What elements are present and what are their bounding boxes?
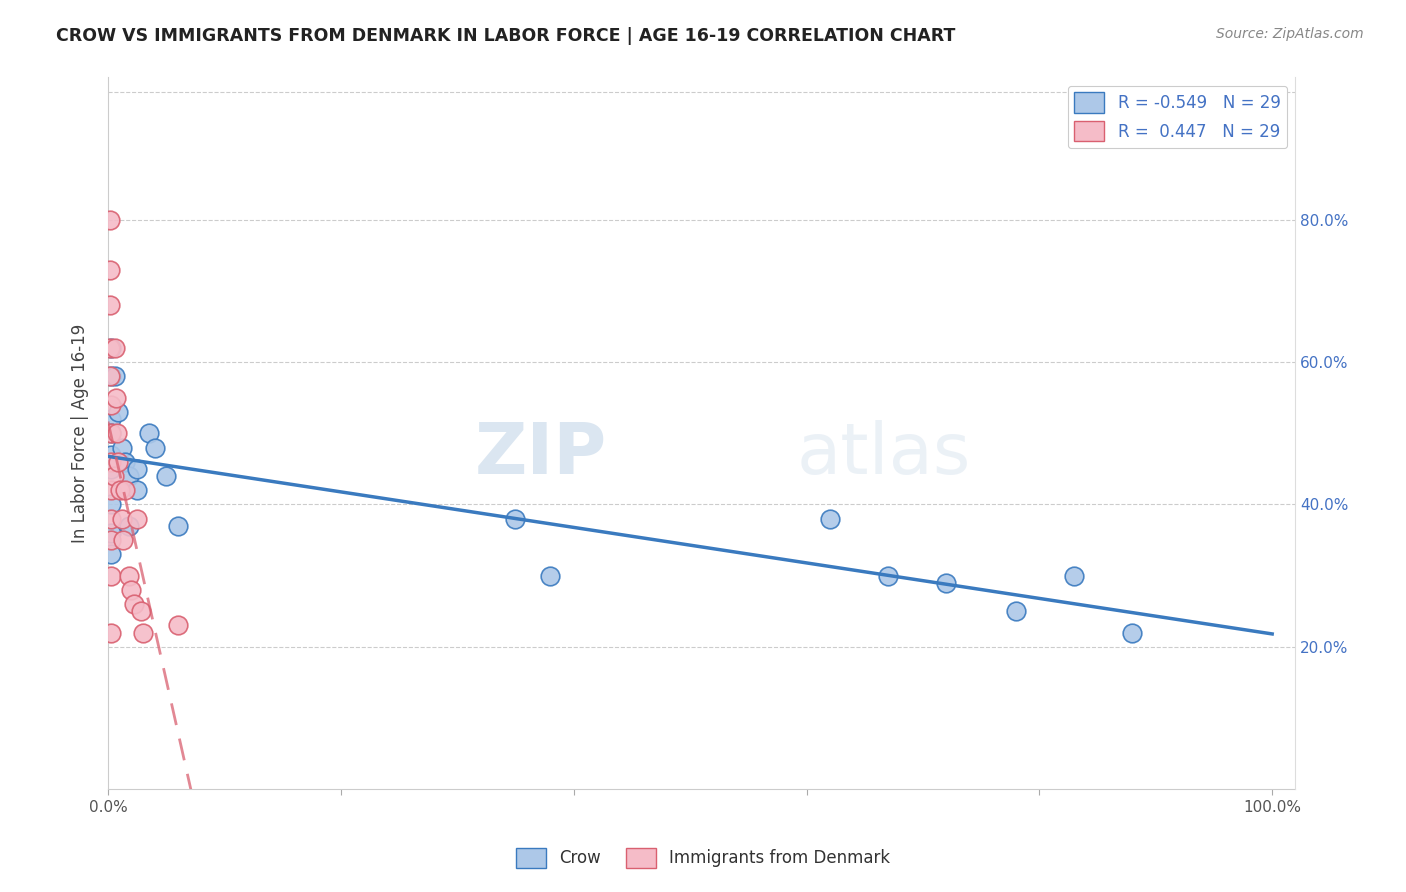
Point (143, 441, 166, 455)
Point (100, 398, 122, 412)
Text: CROW VS IMMIGRANTS FROM DENMARK IN LABOR FORCE | AGE 16-19 CORRELATION CHART: CROW VS IMMIGRANTS FROM DENMARK IN LABOR… (56, 27, 956, 45)
Y-axis label: In Labor Force | Age 16-19: In Labor Force | Age 16-19 (72, 324, 89, 543)
Point (100, 533, 122, 547)
Point (935, 575, 957, 590)
Point (127, 483, 149, 498)
Point (107, 405, 129, 419)
Point (105, 426, 128, 441)
Text: atlas: atlas (797, 420, 972, 489)
Point (1005, 604, 1028, 618)
Point (100, 525, 122, 540)
Text: ZIP: ZIP (474, 420, 607, 489)
Point (100, 511, 122, 525)
Point (100, 455, 122, 469)
Point (118, 469, 141, 483)
Point (100, 462, 122, 476)
Point (877, 568, 900, 582)
Point (100, 412, 122, 426)
Point (100, 625, 122, 640)
Point (100, 547, 122, 561)
Point (118, 518, 141, 533)
Point (104, 369, 127, 384)
Point (114, 455, 136, 469)
Point (105, 391, 128, 405)
Point (120, 582, 142, 597)
Point (100, 483, 122, 498)
Point (132, 625, 155, 640)
Point (111, 511, 134, 525)
Point (166, 518, 188, 533)
Point (98, 369, 121, 384)
Point (107, 455, 129, 469)
Point (100, 498, 122, 512)
Point (104, 341, 127, 355)
Legend: R = -0.549   N = 29, R =  0.447   N = 29: R = -0.549 N = 29, R = 0.447 N = 29 (1067, 86, 1286, 148)
Point (98, 212, 121, 227)
Point (538, 568, 561, 582)
Point (100, 448, 122, 462)
Point (98, 341, 121, 355)
Point (103, 469, 125, 483)
Point (138, 426, 160, 441)
Point (127, 462, 149, 476)
Point (1063, 568, 1085, 582)
Point (98, 298, 121, 312)
Point (98, 262, 121, 277)
Point (114, 483, 136, 498)
Point (100, 568, 122, 582)
Point (108, 483, 131, 498)
Point (122, 597, 145, 611)
Point (1121, 625, 1143, 640)
Point (155, 469, 177, 483)
Point (111, 441, 134, 455)
Point (100, 426, 122, 441)
Point (100, 426, 122, 441)
Point (118, 568, 141, 582)
Point (100, 341, 122, 355)
Point (129, 604, 152, 618)
Point (166, 618, 188, 632)
Point (818, 511, 841, 525)
Point (505, 511, 527, 525)
Point (100, 369, 122, 384)
Point (127, 511, 149, 525)
Legend: Crow, Immigrants from Denmark: Crow, Immigrants from Denmark (509, 841, 897, 875)
Point (112, 533, 135, 547)
Text: Source: ZipAtlas.com: Source: ZipAtlas.com (1216, 27, 1364, 41)
